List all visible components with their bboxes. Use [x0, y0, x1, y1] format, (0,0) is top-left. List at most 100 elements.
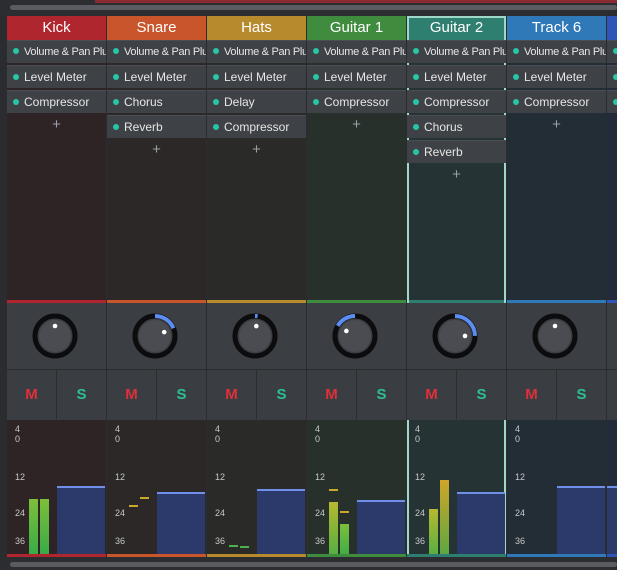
add-plugin-button[interactable]: +: [52, 116, 61, 133]
plugin-active-indicator: [413, 149, 419, 155]
plugin-slot[interactable]: Volume & Pan Plugin: [407, 40, 506, 63]
meter-tick-label: 0: [115, 434, 121, 444]
plugin-slot[interactable]: [607, 65, 617, 88]
pan-indicator: [52, 323, 58, 329]
volume-fader[interactable]: [357, 500, 405, 557]
plugin-slot[interactable]: Chorus: [407, 115, 506, 138]
plugin-active-indicator: [213, 48, 219, 54]
pan-indicator: [254, 323, 259, 329]
plugin-name: Compressor: [424, 95, 490, 109]
volume-fader[interactable]: [257, 489, 305, 557]
pan-knob[interactable]: [432, 313, 478, 359]
plugin-slot[interactable]: Level Meter: [507, 65, 606, 88]
channel-strip[interactable]: Kick Volume & Pan Plugin Level Meter Compre…: [7, 16, 106, 557]
level-meter: 4012243648: [107, 420, 206, 557]
pan-knob[interactable]: [32, 313, 78, 359]
add-plugin-button[interactable]: +: [352, 116, 361, 133]
channel-strip[interactable]: Snare Volume & Pan Plugin Level Meter Choru…: [107, 16, 206, 557]
mute-button[interactable]: M: [407, 370, 457, 419]
channel-name[interactable]: Guitar 1: [307, 16, 406, 40]
plugin-active-indicator: [13, 74, 19, 80]
channel-name[interactable]: Kick: [7, 16, 106, 40]
volume-fader[interactable]: [607, 486, 617, 557]
channel-strip[interactable]: Track 6 Volume & Pan Plugin Level Meter Com…: [507, 16, 606, 557]
pan-knob[interactable]: [332, 313, 378, 359]
plugin-name: Reverb: [124, 120, 163, 134]
mute-button[interactable]: M: [7, 370, 57, 419]
plugin-slot[interactable]: Level Meter: [7, 65, 106, 88]
meter-tick-label: 0: [515, 434, 521, 444]
mute-button[interactable]: M: [107, 370, 157, 419]
add-plugin-button[interactable]: [607, 115, 617, 135]
level-meter: 4012243648: [207, 420, 306, 557]
plugin-slot[interactable]: Volume & Pan Plugin: [507, 40, 606, 63]
meter-tick-label: 36: [415, 536, 426, 546]
plugin-slot[interactable]: [607, 40, 617, 63]
plugin-slot[interactable]: Volume & Pan Plugin: [7, 40, 106, 63]
plugin-active-indicator: [613, 74, 617, 80]
plugin-active-indicator: [413, 74, 419, 80]
plugin-active-indicator: [13, 99, 19, 105]
channel-strip[interactable]: Guitar 2 Volume & Pan Plugin Level Meter Co…: [407, 16, 506, 557]
plugin-name: Compressor: [24, 95, 90, 109]
channel-name[interactable]: Snare: [107, 16, 206, 40]
plugin-slot[interactable]: Level Meter: [307, 65, 406, 88]
volume-fader[interactable]: [557, 486, 605, 557]
channel-name[interactable]: [607, 16, 617, 40]
meter-bar: [429, 509, 438, 557]
plugin-slot[interactable]: Level Meter: [207, 65, 306, 88]
plugin-slot[interactable]: Compressor: [7, 90, 106, 113]
plugin-slot[interactable]: Volume & Pan Plugin: [107, 40, 206, 63]
plugin-slot[interactable]: Reverb: [107, 115, 206, 138]
add-plugin-button[interactable]: +: [452, 166, 461, 183]
channel-color-line: [7, 300, 106, 303]
plugin-slot[interactable]: Volume & Pan Plugin: [207, 40, 306, 63]
volume-fader[interactable]: [457, 492, 505, 557]
solo-button[interactable]: S: [476, 386, 487, 403]
bottom-scrollbar[interactable]: [10, 562, 617, 567]
add-plugin-button[interactable]: +: [152, 141, 161, 158]
top-scrollbar[interactable]: [10, 5, 617, 10]
add-plugin-button[interactable]: +: [552, 116, 561, 133]
pan-knob[interactable]: [532, 313, 578, 359]
meter-tick-label: 36: [115, 536, 126, 546]
mute-button[interactable]: M: [507, 370, 557, 419]
volume-fader[interactable]: [57, 486, 105, 557]
solo-button[interactable]: S: [376, 386, 387, 403]
plugin-slot[interactable]: Chorus: [107, 90, 206, 113]
channel-name[interactable]: Guitar 2: [407, 16, 506, 40]
solo-button[interactable]: S: [76, 386, 87, 403]
plugin-slot[interactable]: Reverb: [407, 140, 506, 163]
add-plugin-button[interactable]: +: [252, 141, 261, 158]
pan-knob[interactable]: [132, 313, 178, 359]
plugin-slot[interactable]: Compressor: [507, 90, 606, 113]
plugin-name: Compressor: [224, 120, 290, 134]
channel-name[interactable]: Track 6: [507, 16, 606, 40]
pan-knob[interactable]: [232, 313, 278, 359]
plugin-slot[interactable]: [607, 90, 617, 113]
meter-tick-label: 0: [15, 434, 21, 444]
mute-button[interactable]: M: [307, 370, 357, 419]
solo-button[interactable]: S: [276, 386, 287, 403]
plugin-slot[interactable]: Volume & Pan Plugin: [307, 40, 406, 63]
plugin-list: Volume & Pan Plugin Level Meter Delay Compr…: [207, 40, 306, 300]
plugin-slot[interactable]: Delay: [207, 90, 306, 113]
plugin-slot[interactable]: Compressor: [207, 115, 306, 138]
plugin-slot[interactable]: Level Meter: [107, 65, 206, 88]
mute-button[interactable]: [607, 370, 617, 419]
channel-strip[interactable]: [607, 16, 617, 557]
solo-button[interactable]: S: [176, 386, 187, 403]
channel-strip[interactable]: Guitar 1 Volume & Pan Plugin Level Meter Co…: [307, 16, 406, 557]
meter-bar: [340, 524, 349, 557]
channel-strip[interactable]: Hats Volume & Pan Plugin Level Meter Delay C…: [207, 16, 306, 557]
meter-peak: [129, 505, 138, 507]
solo-button[interactable]: S: [576, 386, 587, 403]
plugin-slot[interactable]: Level Meter: [407, 65, 506, 88]
plugin-slot[interactable]: Compressor: [307, 90, 406, 113]
volume-fader[interactable]: [157, 492, 205, 557]
channel-name[interactable]: Hats: [207, 16, 306, 40]
mute-button[interactable]: M: [207, 370, 257, 419]
plugin-slot[interactable]: Compressor: [407, 90, 506, 113]
meter-tick-label: 36: [15, 536, 26, 546]
